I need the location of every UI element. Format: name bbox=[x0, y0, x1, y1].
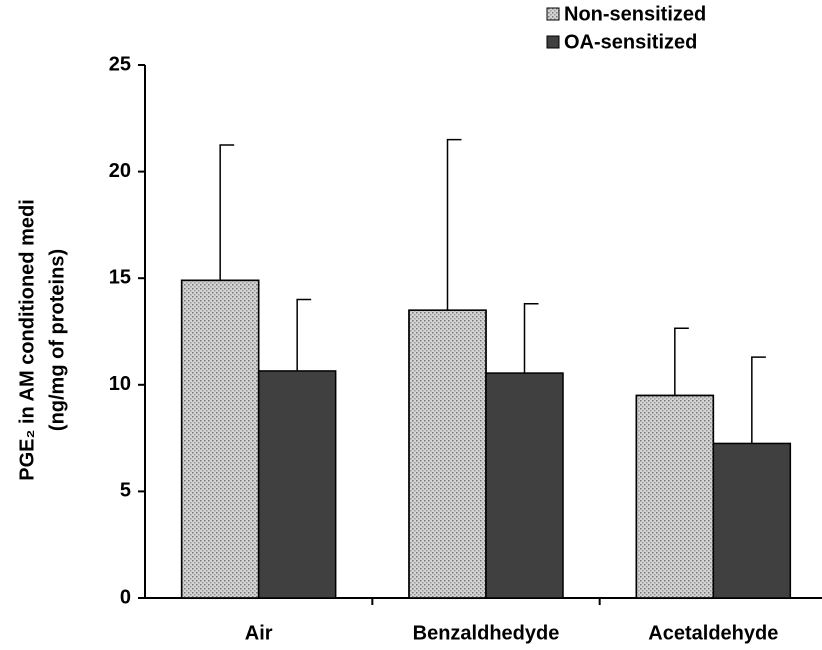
bar bbox=[408, 309, 487, 599]
y-axis-label: PGE₂ in AM conditioned medi bbox=[16, 199, 38, 480]
error-bar bbox=[219, 144, 235, 281]
legend-label: Non-sensitized bbox=[564, 3, 706, 25]
legend-label: OA-sensitized bbox=[564, 31, 697, 53]
error-bar bbox=[674, 327, 689, 396]
x-tick-label: Acetaldehyde bbox=[648, 622, 778, 644]
x-tick-label: Benzaldhedyde bbox=[413, 622, 560, 644]
y-tick-label: 25 bbox=[109, 53, 131, 75]
bar bbox=[257, 370, 337, 599]
bar bbox=[712, 442, 792, 599]
error-bar bbox=[296, 298, 312, 371]
error-bar bbox=[523, 303, 539, 374]
y-axis-label: (ng/mg of proteins) bbox=[46, 249, 68, 431]
x-tick-label: Air bbox=[245, 622, 273, 644]
y-tick-label: 20 bbox=[109, 160, 131, 182]
error-bar bbox=[446, 138, 462, 311]
y-tick-label: 0 bbox=[120, 586, 131, 608]
y-tick-label: 15 bbox=[109, 266, 131, 288]
legend-swatch bbox=[546, 35, 560, 49]
error-bar bbox=[751, 356, 766, 444]
y-tick-label: 5 bbox=[120, 480, 131, 502]
bar bbox=[635, 394, 715, 599]
y-tick-label: 10 bbox=[109, 373, 131, 395]
legend-texture bbox=[546, 7, 560, 21]
bar bbox=[180, 279, 260, 599]
bar bbox=[485, 372, 564, 599]
